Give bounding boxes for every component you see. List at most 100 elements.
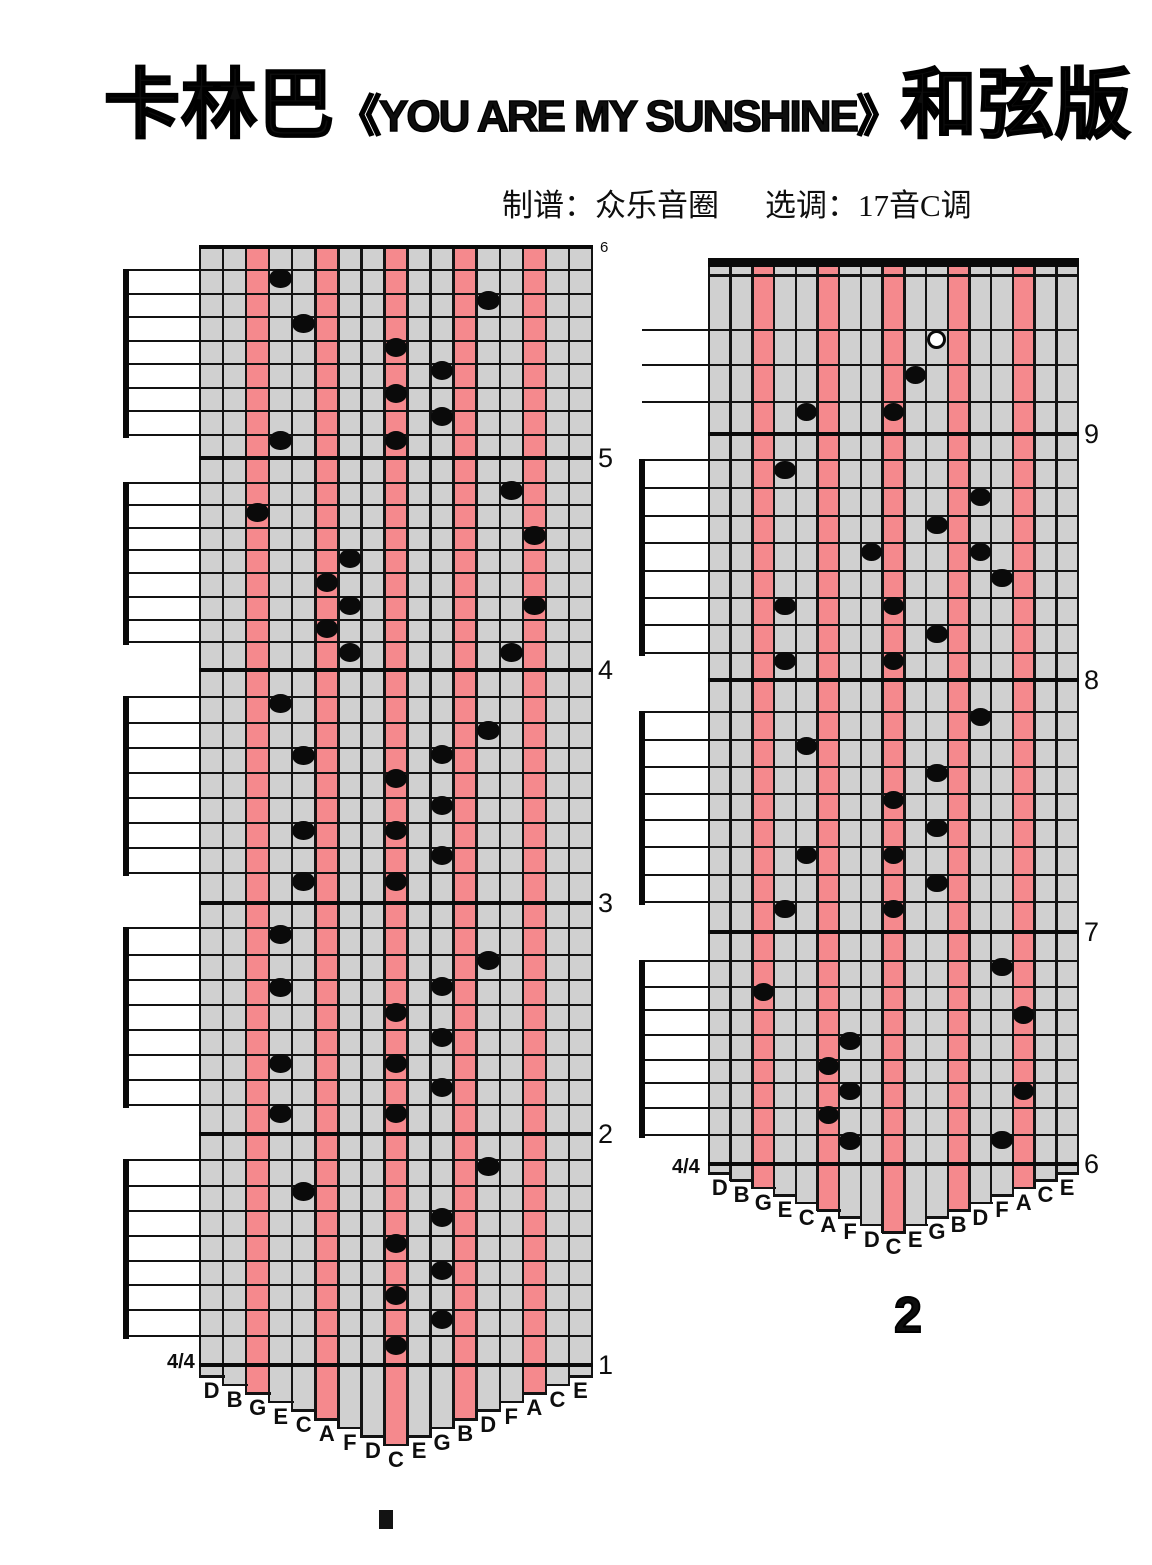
note-dot xyxy=(839,1132,861,1150)
note-dot xyxy=(904,366,926,384)
key-label: G xyxy=(928,1219,946,1245)
beat-line xyxy=(126,482,592,485)
key-divider xyxy=(989,258,993,1204)
note-dot xyxy=(384,1002,408,1022)
note-dot xyxy=(430,976,454,996)
note-dot xyxy=(969,708,991,726)
key-strip-end xyxy=(475,1409,502,1412)
key-strip xyxy=(361,247,385,1436)
key-divider xyxy=(267,247,271,1403)
page-title: 卡林巴 《YOU ARE MY SUNSHINE》 和弦版 xyxy=(103,63,1132,148)
note-dot xyxy=(384,1103,408,1123)
key-strip-end xyxy=(337,1426,363,1430)
key-label: F xyxy=(343,1429,357,1455)
key-strip-end xyxy=(383,1443,410,1447)
beat-line xyxy=(642,711,1078,714)
measure-line xyxy=(708,930,1079,934)
key-strip xyxy=(1012,258,1035,1187)
beat-line xyxy=(126,1210,592,1213)
note-dot xyxy=(476,1156,500,1176)
note-dot xyxy=(926,819,948,837)
key-label: C xyxy=(295,1412,312,1438)
key-strip xyxy=(407,247,431,1436)
note-dot xyxy=(882,791,905,809)
key-strip xyxy=(774,258,796,1195)
measure-number: 4 xyxy=(598,655,614,685)
key-label: E xyxy=(777,1197,793,1223)
key-strip-end xyxy=(903,1223,928,1227)
title-cn-left: 卡林巴 xyxy=(103,63,335,148)
key-strip-end xyxy=(314,1418,340,1421)
measure-line xyxy=(708,678,1079,682)
beat-line xyxy=(126,269,592,272)
note-dot xyxy=(882,597,905,615)
key-strip xyxy=(246,247,270,1393)
beat-line xyxy=(642,542,1078,545)
note-dot xyxy=(269,977,292,997)
key-divider xyxy=(859,258,863,1226)
measure-number: 7 xyxy=(1084,917,1100,947)
bracket-bar xyxy=(123,482,129,645)
note-dot xyxy=(523,595,546,615)
beat-line xyxy=(126,619,592,622)
key-divider xyxy=(1055,258,1058,1182)
key-label: B xyxy=(226,1386,243,1412)
key-label: G xyxy=(754,1189,772,1215)
key-label: C xyxy=(388,1446,404,1472)
key-strip-end xyxy=(360,1435,386,1438)
beat-line xyxy=(642,487,1078,490)
beat-line xyxy=(642,570,1078,573)
key-label: D xyxy=(863,1226,880,1252)
key-divider xyxy=(244,247,248,1395)
bracket-bar xyxy=(639,711,645,905)
key-divider xyxy=(544,247,548,1395)
beat-line xyxy=(642,401,1078,404)
key-strip xyxy=(817,258,840,1209)
key-strip-end xyxy=(521,1392,548,1395)
note-dot xyxy=(430,1309,454,1329)
beat-line xyxy=(126,572,592,575)
beat-line xyxy=(642,874,1078,877)
note-dot xyxy=(384,1285,408,1305)
key-divider xyxy=(383,247,386,1446)
title-en: 《YOU ARE MY SUNSHINE》 xyxy=(336,92,901,141)
note-dot xyxy=(384,871,408,891)
beat-line xyxy=(642,1034,1078,1037)
key-label: E xyxy=(907,1226,923,1252)
beat-line xyxy=(642,1107,1078,1110)
note-dot xyxy=(269,430,292,450)
note-dot xyxy=(476,720,500,740)
key-strip-end xyxy=(452,1418,479,1421)
measure-number: 8 xyxy=(1084,665,1100,695)
key-divider xyxy=(429,247,432,1438)
beat-line xyxy=(642,819,1078,822)
beat-line xyxy=(642,597,1078,600)
key-strip-end xyxy=(838,1216,863,1219)
beat-line xyxy=(126,954,592,957)
beat-line xyxy=(126,772,592,775)
note-dot xyxy=(774,597,796,615)
note-dot xyxy=(991,1131,1013,1149)
note-dot xyxy=(430,406,454,426)
key-strip-end xyxy=(968,1201,993,1205)
key-strip xyxy=(338,247,362,1427)
key-label: F xyxy=(504,1403,519,1429)
beat-line xyxy=(642,960,1078,963)
measure-number: 1 xyxy=(598,1350,614,1380)
bracket-bar xyxy=(123,269,129,438)
note-dot xyxy=(882,403,905,421)
note-dot xyxy=(430,1027,454,1047)
beat-line xyxy=(642,364,1078,367)
key-strip-end xyxy=(946,1209,971,1212)
key-label: D xyxy=(711,1175,728,1200)
key-divider xyxy=(751,258,754,1189)
key-label: D xyxy=(972,1204,989,1230)
note-dot xyxy=(269,693,292,713)
key-strip xyxy=(795,258,818,1202)
note-dot xyxy=(926,516,948,534)
note-dot xyxy=(430,1207,454,1227)
key-strip-end xyxy=(199,1375,225,1378)
key-label: B xyxy=(950,1212,967,1237)
beat-line xyxy=(126,722,592,725)
